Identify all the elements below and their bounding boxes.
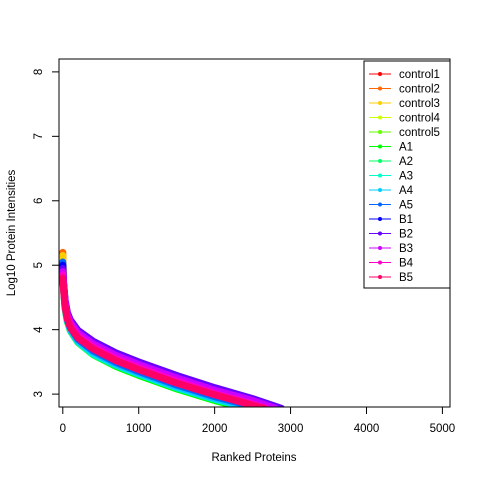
legend-label: B5 [399,272,413,284]
legend-swatch-point [378,173,382,178]
legend-label: control2 [399,84,440,96]
y-tick-label: 3 [33,391,45,397]
y-tick-label: 8 [33,69,45,75]
x-tick-label: 1000 [126,423,152,435]
legend-swatch-point [378,86,382,91]
legend-item: A4 [369,185,414,197]
legend-item: control4 [369,113,441,125]
x-tick-label: 4000 [354,423,380,435]
legend-label: B1 [399,214,413,226]
x-tick-label: 5000 [430,423,456,435]
legend-label: B3 [399,243,413,255]
legend-swatch-point [378,159,382,163]
legend-label: control5 [399,127,440,139]
legend-label: B2 [399,229,413,241]
legend-item: control1 [369,69,440,81]
legend-label: A3 [399,171,413,183]
x-tick-label: 0 [60,423,66,435]
series-layer [59,248,285,407]
legend: control1 control2 control3 control4 control5… [363,60,451,289]
legend-label: A1 [399,142,413,154]
x-tick-label: 3000 [278,423,304,435]
x-axis: 0 1000 2000 3000 4000 5000 [60,406,456,435]
legend-swatch-point [378,144,382,149]
legend-swatch-point [378,188,382,192]
y-tick-label: 4 [33,326,45,333]
x-axis-label: Ranked Proteins [211,452,296,464]
legend-swatch-point [378,231,382,236]
y-tick-label: 5 [33,262,45,268]
legend-label: control1 [399,69,440,81]
y-tick-label: 6 [33,198,45,204]
legend-swatch-point [378,202,382,207]
legend-swatch-point [378,260,382,265]
x-tick-label: 2000 [202,423,228,435]
legend-item: B4 [369,258,414,270]
legend-label: control4 [399,113,441,125]
legend-item: A3 [369,171,413,183]
legend-item: B5 [369,272,413,284]
legend-label: A4 [399,185,414,197]
legend-item: B2 [369,229,413,241]
legend-item: A2 [369,156,413,168]
legend-swatch-point [378,115,382,120]
legend-swatch-point [378,275,382,279]
series-B5 [59,274,268,407]
y-axis: 3 4 5 6 7 8 [33,69,60,397]
series-line [59,274,268,407]
legend-item: B1 [369,214,413,226]
series-point [61,253,65,258]
legend-item: A5 [369,200,413,212]
legend-label: A5 [399,200,413,212]
legend-label: B4 [399,258,414,270]
legend-item: control3 [369,98,440,110]
legend-item: control5 [369,127,440,139]
legend-item: control2 [369,84,440,96]
legend-swatch-point [378,246,382,250]
y-axis-label: Log10 Protein Intensities [6,169,18,296]
legend-swatch-point [378,217,382,221]
legend-swatch-point [378,130,382,134]
legend-swatch-point [378,72,382,76]
legend-item: B3 [369,243,413,255]
series-point [61,276,65,280]
legend-swatch-point [378,101,382,105]
legend-label: A2 [399,156,413,168]
legend-item: A1 [369,142,413,154]
legend-label: control3 [399,98,440,110]
y-tick-label: 7 [33,133,45,139]
